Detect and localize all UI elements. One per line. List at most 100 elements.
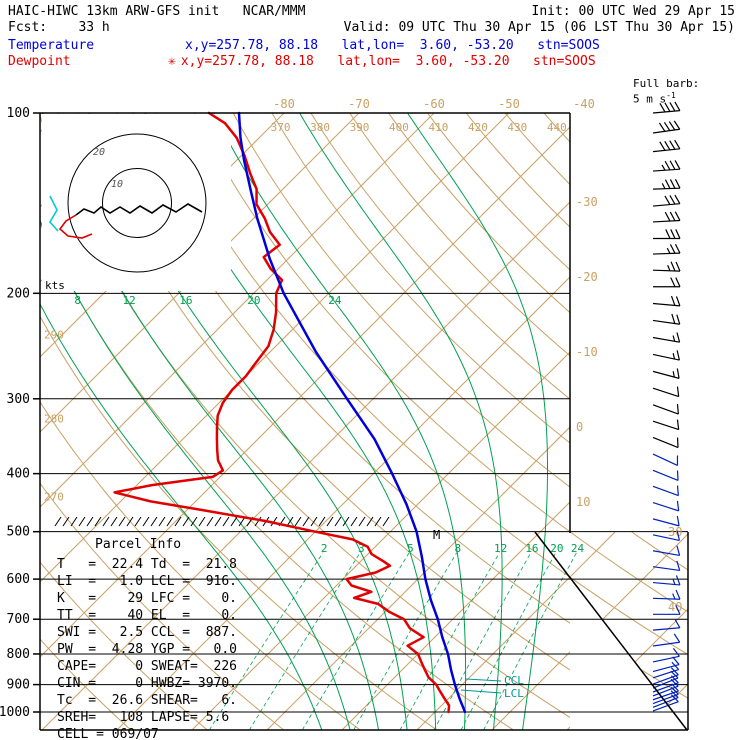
wind-barb bbox=[652, 353, 680, 361]
wind-barb bbox=[652, 148, 680, 153]
init-time: Init: 00 UTC Wed 29 Apr 15 bbox=[531, 4, 736, 19]
station-marker-icon: ✳ bbox=[168, 54, 176, 69]
moist-adiabat-label: 8 bbox=[74, 294, 81, 307]
wind-barb bbox=[652, 581, 680, 586]
mixing-ratio-line bbox=[301, 552, 410, 730]
dry-adiabat-line bbox=[40, 113, 361, 730]
wind-barb bbox=[652, 518, 680, 527]
isotherm-label-right: -30 bbox=[576, 195, 598, 209]
moist-adiabat-label: 16 bbox=[179, 294, 192, 307]
pressure-tick-label: 700 bbox=[7, 612, 30, 627]
isotherm-line bbox=[266, 113, 688, 730]
dewpoint-station-text: x,y=257.78, 88.18 lat,lon= 3.60, -53.20 … bbox=[180, 54, 596, 69]
wind-barb bbox=[652, 319, 680, 325]
isotherm-label-right: 0 bbox=[576, 420, 583, 434]
dry-adiabat-line bbox=[40, 113, 514, 730]
wind-barb bbox=[652, 627, 680, 631]
ccl-label: CCL bbox=[504, 674, 524, 687]
wind-barb bbox=[652, 387, 679, 398]
moist-adiabat-line bbox=[299, 113, 503, 730]
wind-barb bbox=[652, 336, 680, 343]
theta-label: 380 bbox=[310, 121, 330, 134]
pressure-tick-label: 1000 bbox=[0, 705, 30, 720]
melting-level-marker: M bbox=[433, 528, 440, 542]
wind-barb bbox=[652, 677, 679, 689]
isotherm-line bbox=[41, 113, 660, 730]
theta-label: 430 bbox=[507, 121, 527, 134]
dry-adiabat-line bbox=[40, 113, 285, 730]
lcl-label: LCL bbox=[504, 687, 524, 700]
dry-adiabat-line bbox=[543, 113, 688, 730]
wind-barb bbox=[652, 469, 679, 482]
wind-barb bbox=[652, 187, 681, 190]
wind-barb bbox=[652, 128, 680, 134]
theta-label: 420 bbox=[468, 121, 488, 134]
isotherm-line bbox=[40, 113, 585, 730]
forecast-hour: Fcst: 33 h bbox=[8, 20, 110, 35]
wind-barb bbox=[652, 219, 680, 223]
wind-barb bbox=[652, 436, 679, 449]
hatch-band bbox=[54, 516, 390, 527]
valid-time: Valid: 09 UTC Thu 30 Apr 15 (06 LST Thu … bbox=[343, 20, 735, 35]
mixing-ratio-line bbox=[460, 552, 557, 730]
dry-adiabat-line bbox=[504, 113, 688, 730]
dewpoint-station-info: ✳ x,y=257.78, 88.18 lat,lon= 3.60, -53.20… bbox=[168, 54, 596, 69]
dry-adiabat-line bbox=[40, 113, 438, 730]
isotherm-line bbox=[40, 113, 435, 730]
pressure-tick-label: 500 bbox=[7, 525, 30, 540]
isotherm-label-far-right: 40 bbox=[668, 600, 682, 614]
wind-barb bbox=[652, 534, 680, 541]
theta-label: 400 bbox=[389, 121, 409, 134]
isotherm-label-top: -50 bbox=[498, 97, 520, 111]
isotherm-line bbox=[566, 113, 688, 730]
wind-barb bbox=[652, 674, 679, 685]
dry-adiabat-line bbox=[349, 113, 688, 730]
wind-barb bbox=[652, 597, 681, 600]
mixing-ratio-line bbox=[399, 552, 500, 730]
mixing-ratio-line bbox=[248, 552, 361, 730]
hodograph-trace-cyan bbox=[49, 195, 59, 232]
wind-barb-legend: Full barb: 5 m s-1 bbox=[633, 78, 699, 106]
dry-adiabat-line bbox=[155, 113, 688, 730]
theta-label: 440 bbox=[547, 121, 567, 134]
mixing-ratio-label: 8 bbox=[455, 542, 462, 555]
pressure-tick-label: 600 bbox=[7, 572, 30, 587]
wind-barb bbox=[652, 168, 680, 172]
theta-label: 370 bbox=[271, 121, 291, 134]
isotherm-line bbox=[416, 113, 688, 730]
hodograph-trace-black bbox=[75, 203, 203, 216]
mixing-ratio-label: 16 bbox=[525, 542, 538, 555]
moist-adiabat-line bbox=[41, 113, 380, 730]
dry-adiabat-line bbox=[232, 113, 688, 730]
isotherm-label-top: -80 bbox=[273, 97, 295, 111]
dry-adiabat-label: 290 bbox=[44, 329, 64, 342]
wind-barb bbox=[652, 641, 680, 647]
mixing-ratio-line bbox=[433, 552, 532, 730]
wind-barb bbox=[652, 485, 679, 497]
temperature-curve bbox=[237, 111, 467, 714]
wind-barb bbox=[652, 302, 680, 307]
dry-adiabat-line bbox=[194, 113, 688, 730]
wind-barb bbox=[652, 550, 680, 557]
temperature-legend-label: Temperature bbox=[8, 38, 95, 53]
isotherm-label-top: -40 bbox=[573, 97, 595, 111]
hodograph-ring-20 bbox=[67, 133, 207, 273]
wind-barbs bbox=[652, 101, 681, 712]
dry-adiabat-line bbox=[271, 113, 688, 730]
moist-adiabat-label: 20 bbox=[247, 294, 260, 307]
hodograph-inset: 20 10 kts bbox=[42, 114, 231, 292]
dry-adiabat-line bbox=[427, 113, 688, 730]
wind-barb bbox=[652, 566, 680, 572]
dry-adiabat-line bbox=[388, 113, 688, 730]
wind-barb bbox=[652, 269, 681, 272]
isotherm-line bbox=[40, 113, 510, 730]
pressure-tick-label: 800 bbox=[7, 647, 30, 662]
wind-barb bbox=[652, 690, 679, 701]
pressure-tick-label: 300 bbox=[7, 392, 30, 407]
mixing-ratio-label: 5 bbox=[407, 542, 414, 555]
pressure-tick-label: 200 bbox=[7, 286, 30, 301]
dry-adiabat-label: 270 bbox=[44, 490, 64, 503]
wind-barb bbox=[652, 501, 679, 512]
mixing-ratio-label: 2 bbox=[321, 542, 328, 555]
